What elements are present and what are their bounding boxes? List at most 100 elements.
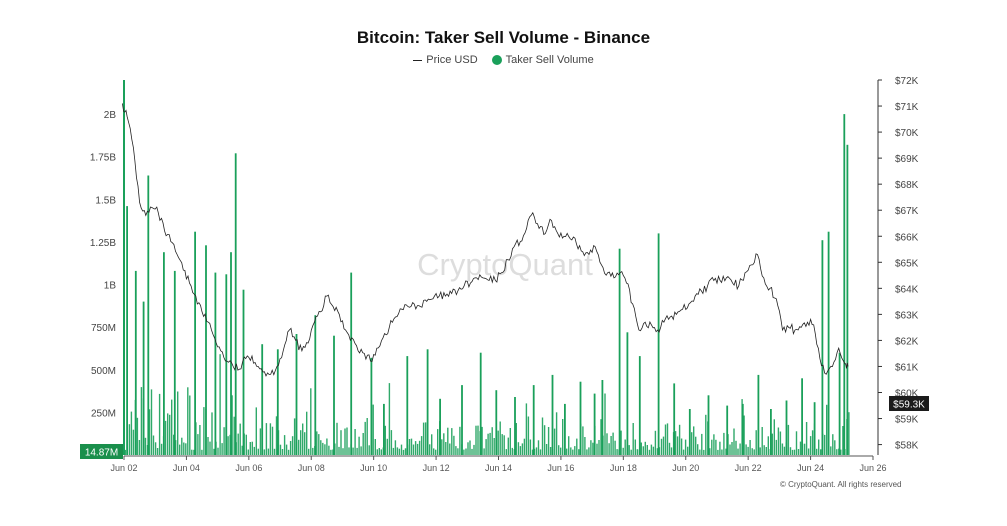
volume-bar <box>680 438 683 455</box>
volume-bar <box>640 442 642 455</box>
volume-bar <box>529 439 532 455</box>
legend-label-price: Price USD <box>426 54 478 66</box>
volume-bar <box>791 449 794 455</box>
volume-bar <box>324 444 326 455</box>
volume-bar <box>128 424 131 455</box>
volume-bar <box>374 439 376 455</box>
volume-bar <box>650 444 653 455</box>
volume-bar <box>473 444 475 455</box>
volume-bar <box>386 438 388 455</box>
volume-bar <box>642 446 644 455</box>
volume-bar <box>687 446 689 455</box>
legend-item-price[interactable]: Price USD <box>413 54 478 66</box>
volume-bar <box>352 447 354 455</box>
left-axis-tick-label: 1.5B <box>95 195 116 206</box>
volume-bar <box>771 433 773 455</box>
volume-bar <box>759 447 761 455</box>
volume-bar <box>765 447 767 455</box>
x-axis-tick-label: Jun 18 <box>610 463 637 473</box>
volume-bar <box>475 425 477 455</box>
volume-bar <box>636 449 638 455</box>
volume-bar <box>384 425 386 455</box>
volume-bar <box>668 442 671 455</box>
volume-bar <box>604 393 606 455</box>
volume-bar <box>501 434 503 455</box>
right-axis-tick-label: $64K <box>895 284 919 295</box>
volume-bar <box>340 430 342 455</box>
volume-bar <box>842 426 844 455</box>
volume-bar <box>249 442 251 455</box>
volume-bar <box>304 432 306 455</box>
volume-spike-bar <box>426 349 429 455</box>
volume-bar <box>610 436 612 455</box>
left-axis-tick-label: 750M <box>91 323 116 334</box>
volume-bar <box>701 433 703 455</box>
volume-bar <box>622 447 624 455</box>
volume-bar <box>606 433 608 455</box>
volume-spike-bar <box>406 356 409 455</box>
volume-bar <box>499 421 501 455</box>
volume-bar <box>572 449 574 455</box>
volume-bar <box>227 436 229 455</box>
volume-bar <box>721 449 723 455</box>
right-axis-tick-label: $70K <box>895 128 919 139</box>
volume-bar <box>269 423 272 455</box>
right-axis-tick-label: $60K <box>895 389 919 400</box>
volume-bar <box>219 354 221 455</box>
legend-line-swatch <box>413 59 423 61</box>
volume-bar <box>582 426 584 455</box>
volume-bar <box>644 441 646 455</box>
volume-bar <box>158 393 161 455</box>
volume-bar <box>356 447 358 455</box>
volume-bar <box>463 449 465 455</box>
volume-spike-bar <box>147 175 150 455</box>
volume-bar <box>271 426 274 455</box>
volume-bar <box>751 448 753 455</box>
left-axis-tick-label: 1.25B <box>90 238 116 249</box>
volume-bar <box>630 449 632 455</box>
legend-item-volume[interactable]: Taker Sell Volume <box>491 54 594 66</box>
volume-bar <box>132 429 135 455</box>
volume-bar <box>443 433 445 455</box>
volume-bar <box>497 430 499 455</box>
volume-bar <box>511 447 513 455</box>
volume-bar <box>467 442 469 455</box>
volume-bar <box>608 443 610 455</box>
volume-bar <box>362 433 364 455</box>
volume-bar <box>676 436 679 455</box>
volume-bar <box>471 448 473 455</box>
volume-spike-bar <box>276 349 279 455</box>
volume-bar <box>723 432 725 455</box>
right-axis-tick-label: $63K <box>895 310 919 321</box>
volume-bar <box>697 444 699 455</box>
volume-bar <box>517 442 520 455</box>
volume-bar <box>576 438 578 455</box>
volume-bar <box>291 436 294 455</box>
volume-bar <box>179 444 181 455</box>
volume-bar <box>263 449 266 455</box>
volume-spike-bar <box>638 356 641 455</box>
volume-bar <box>217 447 219 455</box>
volume-bar <box>515 423 517 455</box>
volume-bar <box>289 441 292 455</box>
volume-bar <box>592 442 594 455</box>
volume-bar <box>213 448 215 455</box>
volume-bar <box>203 407 205 455</box>
volume-bar <box>354 429 356 455</box>
right-axis: $58K $59K $60K $61K $62K $63K $64K $65K $66K $67K… <box>877 76 919 455</box>
left-axis-tick-label: 1B <box>104 281 117 292</box>
volume-bar <box>830 446 832 455</box>
volume-bar <box>265 423 268 455</box>
volume-bar <box>624 439 626 455</box>
volume-bar <box>181 437 183 455</box>
volume-bar <box>549 447 552 455</box>
volume-bar <box>144 437 147 455</box>
volume-bar <box>441 439 443 455</box>
volume-bar <box>578 449 580 455</box>
volume-bar <box>251 441 253 455</box>
volume-spike-bar <box>532 385 535 455</box>
volume-bar <box>418 440 421 455</box>
volume-bar <box>477 425 479 455</box>
volume-bar <box>547 427 550 455</box>
